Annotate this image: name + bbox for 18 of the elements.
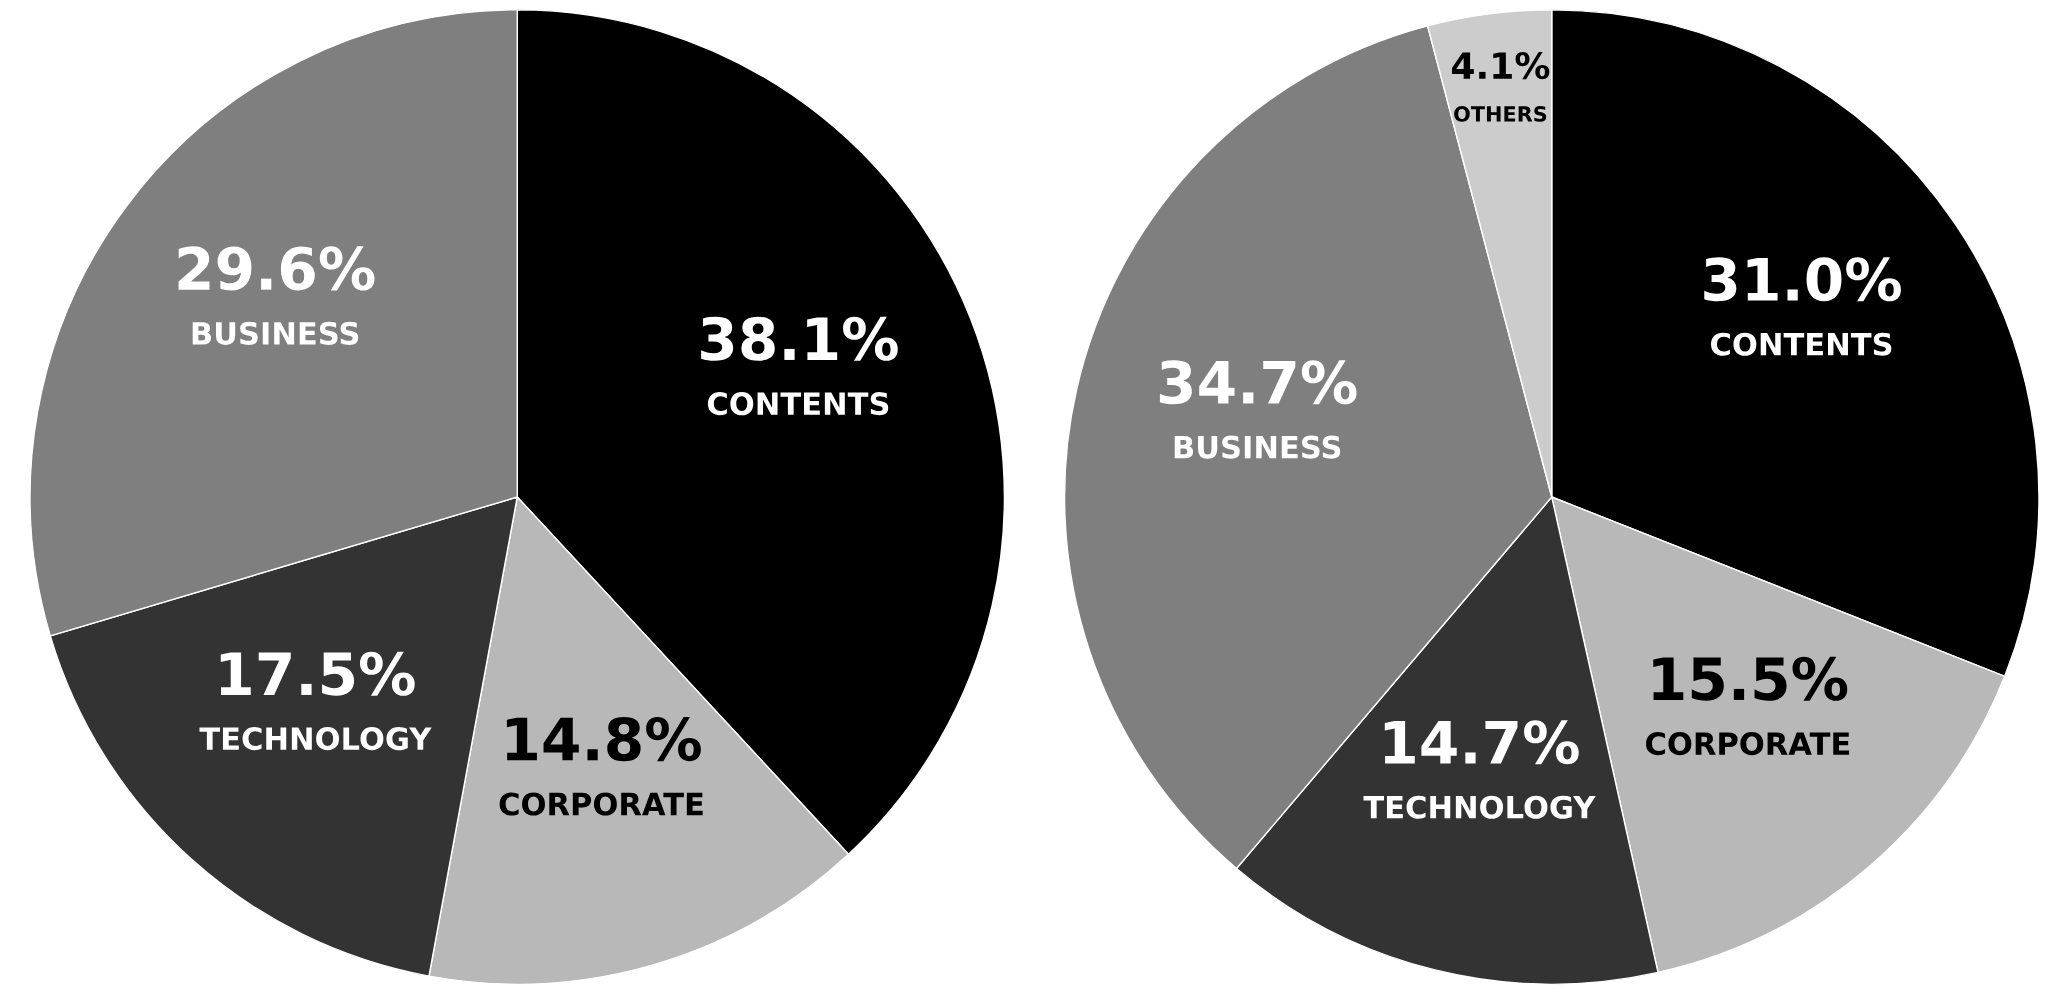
data-label: 17.5% — [220, 651, 415, 696]
data-label: 31.0% — [1704, 257, 1901, 302]
data-label: 14.8% — [506, 717, 701, 762]
data-label: 4.1% — [1451, 51, 1550, 80]
slice-label: CORPORATE — [499, 792, 703, 816]
slice-label: OTHERS — [1454, 106, 1547, 122]
data-label: 38.1% — [701, 316, 898, 361]
data-label: 14.7% — [1384, 720, 1579, 765]
slice-label: BUSINESS — [1174, 435, 1341, 459]
data-label: 29.6% — [178, 246, 375, 291]
data-label: 15.5% — [1653, 656, 1848, 701]
slice-label: TECHNOLOGY — [1363, 795, 1596, 819]
slice-label: CONTENTS — [707, 392, 889, 416]
slice-label: CORPORATE — [1646, 732, 1850, 756]
slice-label: BUSINESS — [192, 321, 359, 345]
slice-label: TECHNOLOGY — [199, 727, 432, 751]
slice-label: CONTENTS — [1711, 332, 1892, 356]
data-label: 34.7% — [1159, 360, 1357, 405]
